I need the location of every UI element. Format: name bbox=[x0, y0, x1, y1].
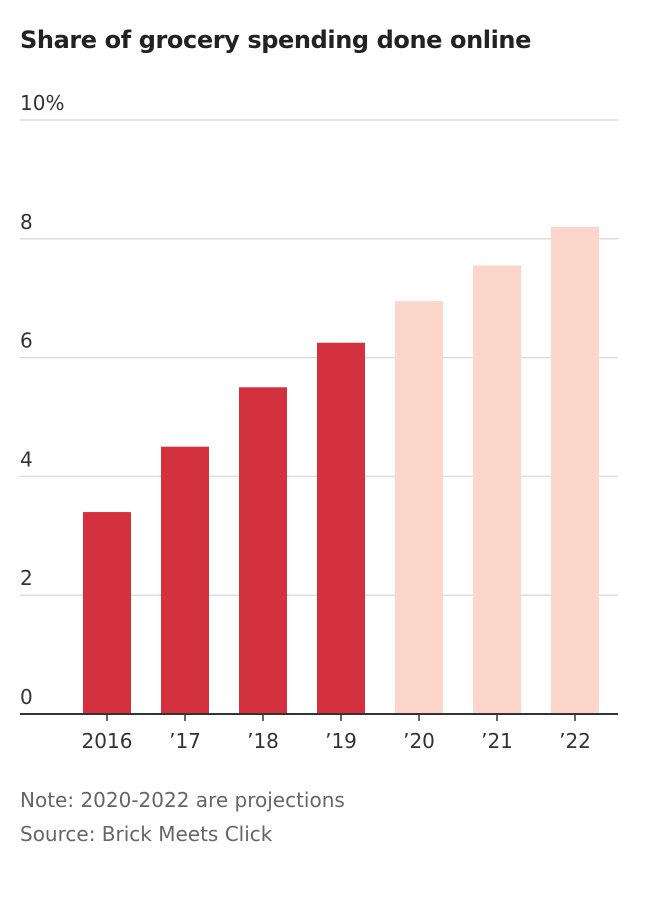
bar-projected bbox=[395, 301, 443, 714]
x-tick-label: ’22 bbox=[559, 729, 591, 753]
bar-actual bbox=[83, 512, 131, 714]
y-axis-tick-labels: 0 2 4 6 8 10% bbox=[20, 91, 64, 709]
bar-actual bbox=[239, 387, 287, 714]
bar-actual bbox=[317, 342, 365, 714]
x-tick-label: 2016 bbox=[82, 729, 133, 753]
y-tick-label: 2 bbox=[20, 566, 33, 590]
source-note: Source: Brick Meets Click bbox=[20, 822, 273, 846]
y-tick-label: 6 bbox=[20, 329, 33, 353]
x-tick-label: ’20 bbox=[403, 729, 435, 753]
y-tick-label: 4 bbox=[20, 447, 33, 471]
x-tick-label: ’21 bbox=[481, 729, 513, 753]
x-tick-label: ’17 bbox=[169, 729, 201, 753]
x-axis bbox=[20, 713, 618, 721]
x-axis-tick-labels: 2016 ’17 ’18 ’19 ’20 ’21 ’22 bbox=[82, 729, 591, 753]
projection-note: Note: 2020-2022 are projections bbox=[20, 788, 345, 812]
x-tick-label: ’18 bbox=[247, 729, 279, 753]
y-tick-label: 10% bbox=[20, 91, 64, 115]
bars bbox=[83, 226, 599, 715]
bar-projected bbox=[551, 226, 599, 715]
bar-actual bbox=[161, 446, 209, 714]
bar-chart: 0 2 4 6 8 10% 2016 ’17 ’18 ’19 ’20 ’21 ’22 bbox=[20, 91, 618, 753]
chart-title: Share of grocery spending done online bbox=[20, 26, 531, 54]
x-tick-label: ’19 bbox=[325, 729, 357, 753]
bar-projected bbox=[473, 265, 521, 714]
y-tick-label: 0 bbox=[20, 685, 33, 709]
y-tick-label: 8 bbox=[20, 210, 33, 234]
